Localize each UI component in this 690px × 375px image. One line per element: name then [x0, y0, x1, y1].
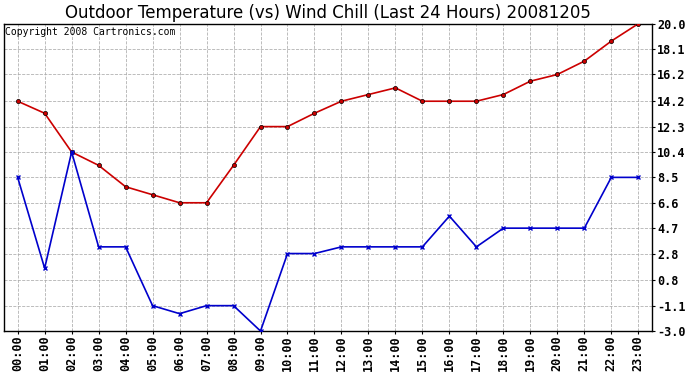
Text: Copyright 2008 Cartronics.com: Copyright 2008 Cartronics.com	[6, 27, 176, 37]
Title: Outdoor Temperature (vs) Wind Chill (Last 24 Hours) 20081205: Outdoor Temperature (vs) Wind Chill (Las…	[65, 4, 591, 22]
